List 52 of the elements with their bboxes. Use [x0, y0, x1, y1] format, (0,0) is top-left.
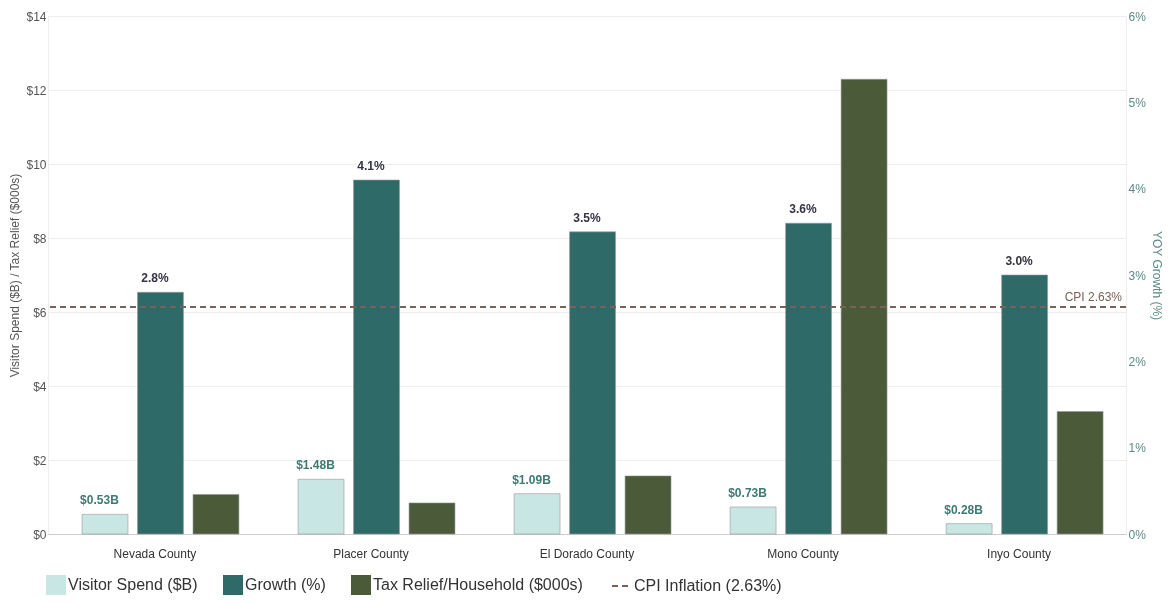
data-label: $1.48B — [296, 458, 336, 473]
x-tick-label: Mono County — [767, 546, 839, 561]
y2-tick-label: 6% — [1128, 9, 1147, 24]
data-label: 4.1% — [357, 159, 385, 174]
y-tick-label: $14 — [26, 9, 47, 24]
bar — [840, 78, 888, 535]
y2-tick-label: 4% — [1128, 182, 1147, 197]
bar — [408, 502, 456, 535]
data-label: 3.0% — [1005, 254, 1034, 268]
y-tick-label: $6 — [33, 305, 47, 320]
bar — [297, 478, 345, 535]
y-tick-label: $8 — [33, 231, 47, 246]
y2-tick-label: 5% — [1128, 95, 1147, 110]
data-label: 3.5% — [573, 210, 601, 225]
data-label: $0.53B — [80, 493, 120, 508]
legend-label: Tax Relief/Household ($000s) — [373, 576, 583, 593]
y-tick-label: $2 — [33, 453, 47, 468]
bar — [945, 523, 993, 535]
bar — [192, 494, 240, 535]
y-tick-label: $12 — [26, 83, 47, 98]
bar — [353, 179, 400, 535]
data-label: 3.6% — [789, 202, 818, 217]
data-label: $0.73B — [728, 485, 768, 500]
x-tick-label: El Dorado County — [539, 546, 635, 561]
y-tick-label: $10 — [26, 157, 47, 172]
bar — [137, 291, 184, 535]
legend-label: Growth (%) — [245, 576, 326, 593]
x-tick-label: Placer County — [333, 546, 409, 561]
y2-tick-label: 1% — [1128, 441, 1147, 456]
y-tick-label: $4 — [33, 379, 47, 394]
bar — [569, 231, 616, 535]
bar — [785, 222, 832, 535]
x-tick-label: Inyo County — [987, 546, 1052, 561]
data-label: $0.28B — [944, 502, 984, 517]
y-axis-title: Visitor Spend ($B) / Tax Relief ($000s) — [8, 173, 23, 378]
x-tick-label: Nevada County — [113, 546, 197, 561]
y2-tick-label: 2% — [1128, 354, 1147, 369]
bar — [1056, 411, 1104, 535]
data-label: 2.8% — [141, 271, 169, 286]
ref-line-label: CPI 2.63% — [1064, 289, 1123, 304]
bar — [729, 506, 777, 535]
y2-tick-label: 3% — [1128, 268, 1147, 283]
y2-axis-title: YOY Growth (%) — [1149, 230, 1164, 321]
bar — [513, 493, 561, 535]
text: CPI Inflation (2.63%) — [634, 577, 782, 594]
legend-label: Visitor Spend ($B) — [68, 576, 198, 593]
y2-tick-label: 0% — [1128, 527, 1147, 542]
bar — [81, 514, 129, 535]
data-label: $1.09B — [512, 472, 552, 487]
bar — [1001, 274, 1048, 535]
bar — [624, 475, 672, 535]
y-tick-label: $0 — [33, 527, 47, 542]
